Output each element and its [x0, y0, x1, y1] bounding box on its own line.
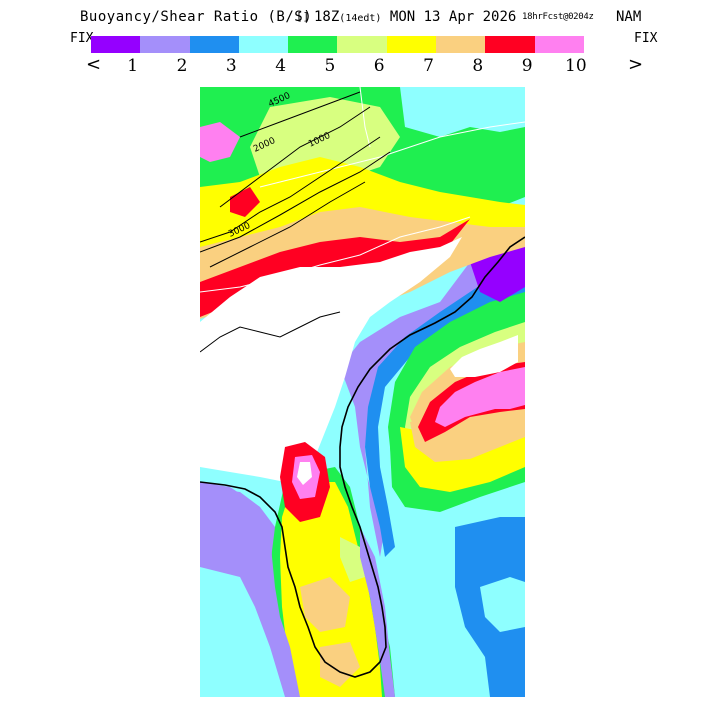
- valid-time: 18Z(14edt) MON 13 Apr 2026: [314, 6, 516, 30]
- forecast-hour: 18hrFcst@0204z: [522, 12, 594, 22]
- florida-tan-patches: [300, 577, 360, 687]
- legend-tick-label: 5: [324, 56, 336, 76]
- east-cyan-gap: [480, 577, 525, 632]
- state-borders: [200, 87, 525, 293]
- legend-swatch: [534, 36, 584, 53]
- atlantic-white-center: [450, 335, 518, 377]
- west-cyan-strip: [200, 567, 285, 697]
- florida-purple-strip: [360, 527, 395, 697]
- florida-white-spot: [297, 462, 312, 485]
- legend-tick-label: 4: [275, 56, 287, 76]
- previous-arrow-button[interactable]: <: [86, 54, 102, 75]
- fix-left-button[interactable]: FIX: [70, 31, 94, 46]
- florida-lime-patches: [340, 537, 365, 582]
- title-bar: Buoyancy/Shear Ratio (B/S) [] 18Z(14edt)…: [0, 6, 726, 28]
- legend-tick-label: 7: [423, 56, 434, 76]
- legend-swatch: [485, 36, 535, 53]
- valid-utc: 18Z: [314, 9, 340, 25]
- legend-swatch: [238, 36, 289, 53]
- legend-tick-label: 9: [521, 56, 533, 76]
- legend-swatch: [189, 36, 239, 53]
- legend-tick-label: 2: [176, 56, 188, 76]
- map-canvas: 4500 2000 1000 3000: [200, 87, 525, 697]
- legend-tick-label: 1: [127, 56, 139, 76]
- legend-tick-label: 3: [225, 56, 237, 76]
- legend-tick-label: 6: [373, 56, 385, 76]
- pressure-contours: [200, 91, 391, 268]
- valid-date: MON 13 Apr 2026: [389, 9, 517, 25]
- legend-tick-label: 10: [565, 56, 587, 76]
- land-white-core: [200, 237, 462, 482]
- legend-swatch: [337, 36, 387, 53]
- north-cyan-region: [400, 87, 525, 137]
- info-icon[interactable]: []: [296, 10, 310, 23]
- forecast-map: 4500 2000 1000 3000: [200, 87, 525, 697]
- north-magenta-spot: [200, 122, 240, 162]
- legend-swatch: [140, 36, 190, 53]
- atlantic-white-core: [435, 367, 525, 427]
- legend-swatch: [288, 36, 338, 53]
- legend-swatch: [386, 36, 437, 53]
- valid-local: (14edt): [339, 13, 382, 24]
- legend-tick-label: 8: [472, 56, 484, 76]
- fix-right-button[interactable]: FIX: [634, 31, 658, 46]
- color-legend: [91, 36, 584, 53]
- chart-title: Buoyancy/Shear Ratio (B/S): [80, 9, 313, 25]
- legend-swatch: [436, 36, 486, 53]
- legend-swatch: [91, 36, 141, 53]
- next-arrow-button[interactable]: >: [628, 54, 644, 75]
- coastline: [200, 236, 525, 678]
- inland-boundary: [200, 311, 341, 353]
- model-name: NAM: [616, 9, 642, 25]
